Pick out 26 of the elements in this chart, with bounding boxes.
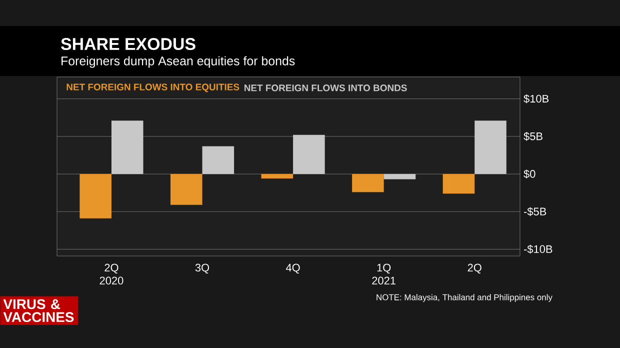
y-tick-label: $10B [524,94,549,104]
bar [170,174,202,205]
x-tick-label: 4Q [286,264,300,274]
text: VIRUS & VACCINES [3,299,74,322]
bar [442,174,475,194]
bar [111,120,144,174]
text: NET FOREIGN FLOWS INTO BONDS [244,84,407,92]
y-tick-label: $5B [524,132,542,141]
text: NET FOREIGN FLOWS INTO EQUITIES [66,84,240,92]
bar [384,174,416,180]
y-tick-label: -$10B [524,244,552,254]
x-tick-label: 2Q [468,264,482,274]
bar [80,174,112,218]
bar [293,134,325,174]
x-tick-label: 3Q [195,264,210,274]
y-tick-label: $0 [524,170,536,178]
x-tick-label: 2Q 2020 [100,264,124,284]
x-tick-label: 1Q 2021 [372,264,396,284]
bar [202,146,234,174]
text: NOTE: Malaysia, Thailand and Philippines only [376,294,552,302]
bar [474,120,506,174]
bar [352,174,384,192]
chart-title: SHARE EXODUS [61,38,196,50]
bar [261,174,294,179]
y-tick-label: -$5B [524,207,546,216]
chart-subtitle: Foreigners dump Asean equities for bonds [62,56,295,68]
